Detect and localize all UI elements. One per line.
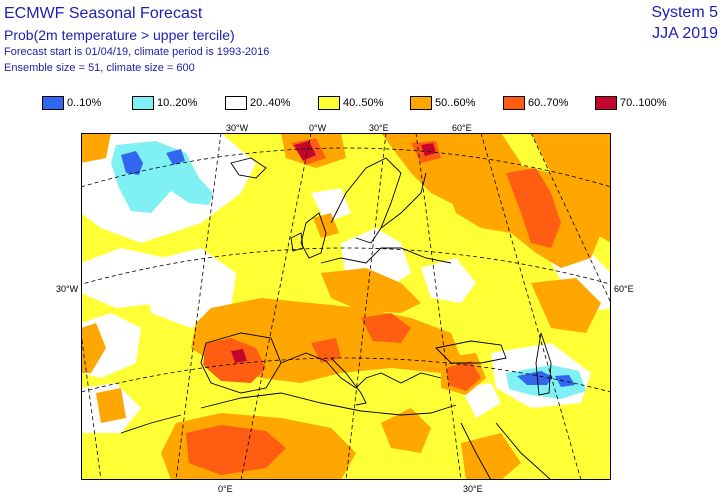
- forecast-subtitle: Prob(2m temperature > upper tercile): [4, 27, 235, 43]
- ensemble-info: Ensemble size = 51, climate size = 600: [4, 62, 195, 74]
- coastlines: [120, 157, 552, 480]
- season-label: JJA 2019: [652, 25, 718, 42]
- coord-top-0w: 0°W: [309, 123, 327, 133]
- legend-label: 10..20%: [157, 97, 198, 109]
- forecast-start-info: Forecast start is 01/04/19, climate peri…: [4, 46, 270, 58]
- legend-swatch: [410, 96, 432, 110]
- legend: 0..10% 10..20% 20..40% 40..50% 50..60% 6…: [0, 95, 724, 111]
- legend-swatch: [595, 96, 617, 110]
- legend-label: 60..70%: [528, 97, 569, 109]
- legend-label: 50..60%: [435, 97, 476, 109]
- legend-item-10-20: 10..20%: [132, 95, 197, 111]
- coord-top-30w: 30°W: [226, 123, 249, 133]
- legend-label: 40..50%: [343, 97, 384, 109]
- legend-swatch: [225, 96, 247, 110]
- legend-item-0-10: 0..10%: [42, 95, 101, 111]
- legend-swatch: [42, 96, 64, 110]
- legend-label: 0..10%: [67, 97, 102, 109]
- map-frame: [81, 133, 611, 480]
- legend-item-70-100: 70..100%: [595, 95, 666, 111]
- blue-regions: [121, 149, 575, 387]
- coord-top-60e: 60°E: [452, 123, 472, 133]
- legend-item-40-50: 40..50%: [318, 95, 383, 111]
- system-label: System 5: [651, 4, 718, 21]
- coord-right-60e: 60°E: [614, 284, 634, 294]
- legend-label: 20..40%: [250, 97, 291, 109]
- legend-swatch: [318, 96, 340, 110]
- coord-bottom-0e: 0°E: [218, 484, 233, 494]
- legend-item-20-40: 20..40%: [225, 95, 290, 111]
- darkred-regions: [231, 141, 436, 363]
- coord-left-30w: 30°W: [56, 284, 79, 294]
- legend-swatch: [132, 96, 154, 110]
- forecast-title: ECMWF Seasonal Forecast: [4, 5, 203, 22]
- legend-item-50-60: 50..60%: [410, 95, 475, 111]
- legend-swatch: [503, 96, 525, 110]
- legend-item-60-70: 60..70%: [503, 95, 568, 111]
- probability-map: [81, 133, 611, 480]
- graticule: [81, 133, 611, 480]
- coord-top-30e: 30°E: [369, 123, 389, 133]
- coord-bottom-30e: 30°E: [463, 484, 483, 494]
- legend-label: 70..100%: [620, 97, 667, 109]
